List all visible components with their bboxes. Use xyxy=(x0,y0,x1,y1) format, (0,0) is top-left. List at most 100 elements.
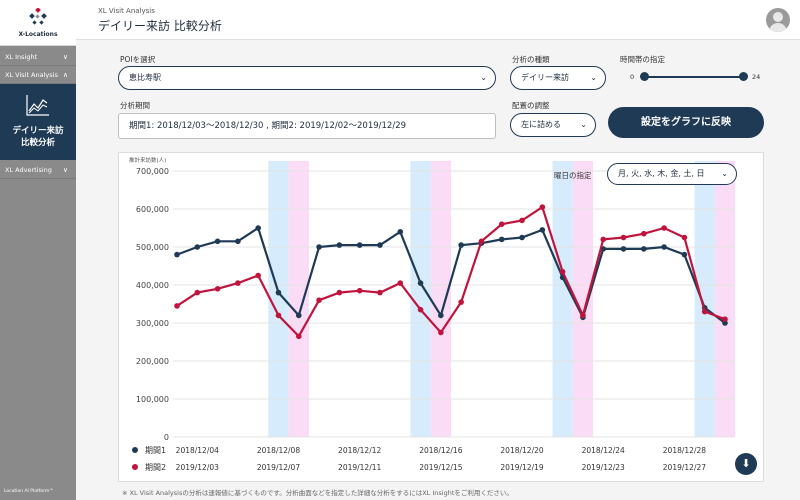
data-point-series1 xyxy=(295,312,302,319)
time-range-track[interactable] xyxy=(644,76,744,78)
data-point-series2 xyxy=(316,297,322,303)
logo-mark-icon xyxy=(29,8,47,25)
analysis-type-select[interactable]: デイリー来訪 ⌄ xyxy=(510,66,606,90)
data-point-series2 xyxy=(701,308,708,315)
avatar-body xyxy=(769,23,787,32)
time-min-label: 0 xyxy=(630,73,635,81)
sidebar-active-label-line2: 比較分析 xyxy=(20,138,55,148)
data-point-series2 xyxy=(641,230,647,237)
x-tick-label-period2: 2019/12/23 xyxy=(582,463,625,472)
x-tick-label-period1: 2018/12/12 xyxy=(338,446,381,455)
y-tick-label: 100,000 xyxy=(136,395,169,404)
poi-value: 恵比寿駅 xyxy=(129,73,161,82)
data-point-series1 xyxy=(356,242,363,248)
y-tick-label: 500,000 xyxy=(136,243,169,252)
line-chart-icon xyxy=(26,95,49,116)
x-tick-label-period1: 2018/12/20 xyxy=(500,446,543,455)
y-tick-label: 0 xyxy=(164,433,169,442)
logo[interactable]: X-Locations xyxy=(0,0,76,46)
apply-to-graph-button[interactable]: 設定をグラフに反映 xyxy=(608,107,764,138)
legend-label-period2: 期間2 xyxy=(145,463,166,472)
download-icon[interactable]: ⬇ xyxy=(735,453,757,475)
sidebar-item-label: XL Visit Analysis xyxy=(5,71,58,79)
data-point-series2 xyxy=(438,329,444,336)
data-point-series1 xyxy=(438,312,444,319)
x-tick-label-period2: 2019/12/19 xyxy=(500,463,543,472)
data-point-series2 xyxy=(336,289,343,296)
day-of-week-select[interactable]: 月, 火, 水, 木, 金, 土, 日 ⌄ xyxy=(607,163,737,185)
header: XL Visit Analysis デイリー来訪 比較分析 xyxy=(76,0,800,40)
x-tick-label-period1: 2018/12/16 xyxy=(419,446,462,455)
day-of-week-label: 曜日の指定 xyxy=(554,171,592,180)
y-tick-label: 300,000 xyxy=(136,319,169,328)
poi-select[interactable]: 恵比寿駅 ⌄ xyxy=(118,66,496,90)
series-line-1 xyxy=(176,226,726,324)
chevron-down-icon: ⌄ xyxy=(721,169,728,178)
data-point-series2 xyxy=(194,289,201,296)
y-axis-label: 推計来訪数(人) xyxy=(129,156,166,164)
sidebar-item-xl-visit-analysis[interactable]: XL Visit Analysis ∧ xyxy=(0,67,76,84)
platform-footer: Location AI Platform™ xyxy=(4,489,54,494)
user-avatar-icon[interactable] xyxy=(766,8,790,32)
data-point-series2 xyxy=(417,306,424,313)
x-tick-label-period1: 2018/12/04 xyxy=(176,446,219,455)
x-tick-label-period2: 2019/12/15 xyxy=(419,463,462,472)
data-point-series1 xyxy=(620,246,627,252)
sidebar: X-Locations XL Insight ∨ XL Visit Analys… xyxy=(0,0,76,500)
x-tick-label-period1: 2018/12/08 xyxy=(257,446,300,455)
data-point-series1 xyxy=(519,234,525,241)
data-point-series2 xyxy=(214,286,221,292)
y-tick-label: 600,000 xyxy=(136,205,169,214)
logo-text: X-Locations xyxy=(18,31,58,38)
data-point-series2 xyxy=(559,268,566,275)
weekend-band-period2 xyxy=(572,161,594,437)
data-point-series1 xyxy=(681,251,688,258)
period-label: 分析期間 xyxy=(120,101,150,110)
data-point-series2 xyxy=(397,280,404,286)
data-point-series1 xyxy=(539,227,546,233)
data-point-series1 xyxy=(661,244,667,250)
poi-label: POIを選択 xyxy=(120,55,156,64)
sidebar-item-xl-advertising[interactable]: XL Advertising ∨ xyxy=(0,162,76,179)
weekend-band-period2 xyxy=(714,161,736,437)
y-tick-label: 200,000 xyxy=(136,357,169,366)
x-tick-label-period1: 2018/12/24 xyxy=(582,446,625,455)
analysis-type-value: デイリー来訪 xyxy=(521,73,569,82)
period-input[interactable]: 期間1: 2018/12/03〜2018/12/30 , 期間2: 2019/1… xyxy=(118,113,496,139)
data-point-series1 xyxy=(316,244,322,250)
align-select[interactable]: 左に詰める ⌄ xyxy=(510,113,596,137)
x-tick-label-period2: 2019/12/27 xyxy=(663,463,706,472)
time-range-end-handle[interactable] xyxy=(739,72,748,81)
align-value: 左に詰める xyxy=(521,120,561,129)
avatar-head xyxy=(773,12,783,22)
data-point-series1 xyxy=(397,229,404,235)
weekend-band-period1 xyxy=(694,161,715,437)
day-of-week-value: 月, 火, 水, 木, 金, 土, 日 xyxy=(618,169,705,178)
legend-marker-period2 xyxy=(132,464,138,470)
sidebar-item-label: XL Advertising xyxy=(5,166,52,174)
series-line-2 xyxy=(176,205,726,339)
data-point-series2 xyxy=(498,221,505,227)
chart-card: 0 100,000 200,000 300,000 400,000 500,000 600,… xyxy=(118,152,764,482)
data-point-series2 xyxy=(600,236,607,243)
time-range-start-handle[interactable] xyxy=(640,72,649,81)
chevron-down-icon: ⌄ xyxy=(590,73,597,82)
x-tick-label-period2: 2019/12/03 xyxy=(176,463,219,472)
data-point-series2 xyxy=(356,287,363,294)
sidebar-item-daily-visit-comparison[interactable]: デイリー来訪 比較分析 xyxy=(0,84,76,160)
sidebar-item-xl-insight[interactable]: XL Insight ∨ xyxy=(0,49,76,66)
data-point-series2 xyxy=(519,217,525,224)
chevron-down-icon: ⌄ xyxy=(580,120,587,129)
align-label: 配置の調整 xyxy=(512,101,550,110)
x-tick-label-period2: 2019/12/11 xyxy=(338,463,381,472)
data-point-series2 xyxy=(295,333,302,340)
y-tick-label: 400,000 xyxy=(136,281,169,290)
chevron-up-icon: ∧ xyxy=(62,71,68,79)
data-point-series1 xyxy=(458,242,464,248)
data-point-series1 xyxy=(377,242,383,248)
data-point-series2 xyxy=(255,272,261,279)
data-point-series2 xyxy=(235,280,241,286)
data-point-series2 xyxy=(458,299,464,305)
data-point-series1 xyxy=(336,242,343,248)
weekend-band-period1 xyxy=(268,161,289,437)
